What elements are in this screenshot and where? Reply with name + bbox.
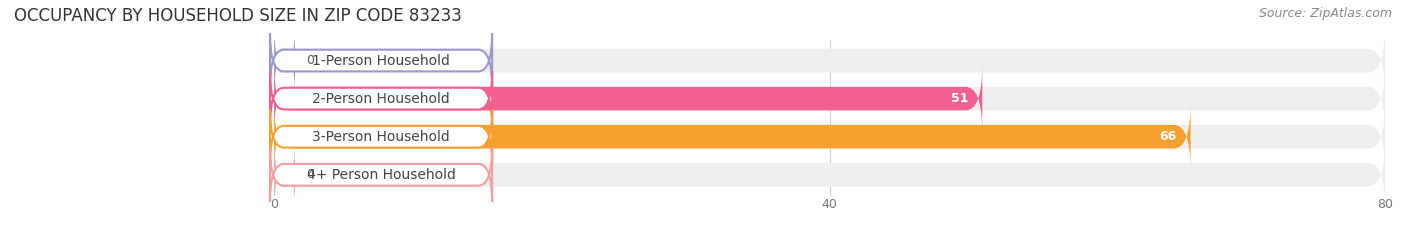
FancyBboxPatch shape — [270, 110, 492, 164]
Text: 0: 0 — [307, 168, 314, 181]
Text: Source: ZipAtlas.com: Source: ZipAtlas.com — [1258, 7, 1392, 20]
FancyBboxPatch shape — [274, 65, 983, 133]
FancyBboxPatch shape — [274, 27, 1385, 94]
Text: 66: 66 — [1160, 130, 1177, 143]
FancyBboxPatch shape — [274, 141, 295, 209]
Text: 51: 51 — [950, 92, 969, 105]
FancyBboxPatch shape — [270, 71, 492, 126]
Text: 3-Person Household: 3-Person Household — [312, 130, 450, 144]
FancyBboxPatch shape — [270, 147, 492, 202]
FancyBboxPatch shape — [274, 103, 1191, 171]
FancyBboxPatch shape — [274, 27, 295, 94]
FancyBboxPatch shape — [274, 141, 1385, 209]
FancyBboxPatch shape — [274, 65, 1385, 133]
Text: 2-Person Household: 2-Person Household — [312, 92, 450, 106]
Text: 0: 0 — [307, 54, 314, 67]
Text: OCCUPANCY BY HOUSEHOLD SIZE IN ZIP CODE 83233: OCCUPANCY BY HOUSEHOLD SIZE IN ZIP CODE … — [14, 7, 463, 25]
Text: 1-Person Household: 1-Person Household — [312, 54, 450, 68]
FancyBboxPatch shape — [274, 103, 1385, 171]
Text: 4+ Person Household: 4+ Person Household — [307, 168, 456, 182]
FancyBboxPatch shape — [270, 33, 492, 88]
